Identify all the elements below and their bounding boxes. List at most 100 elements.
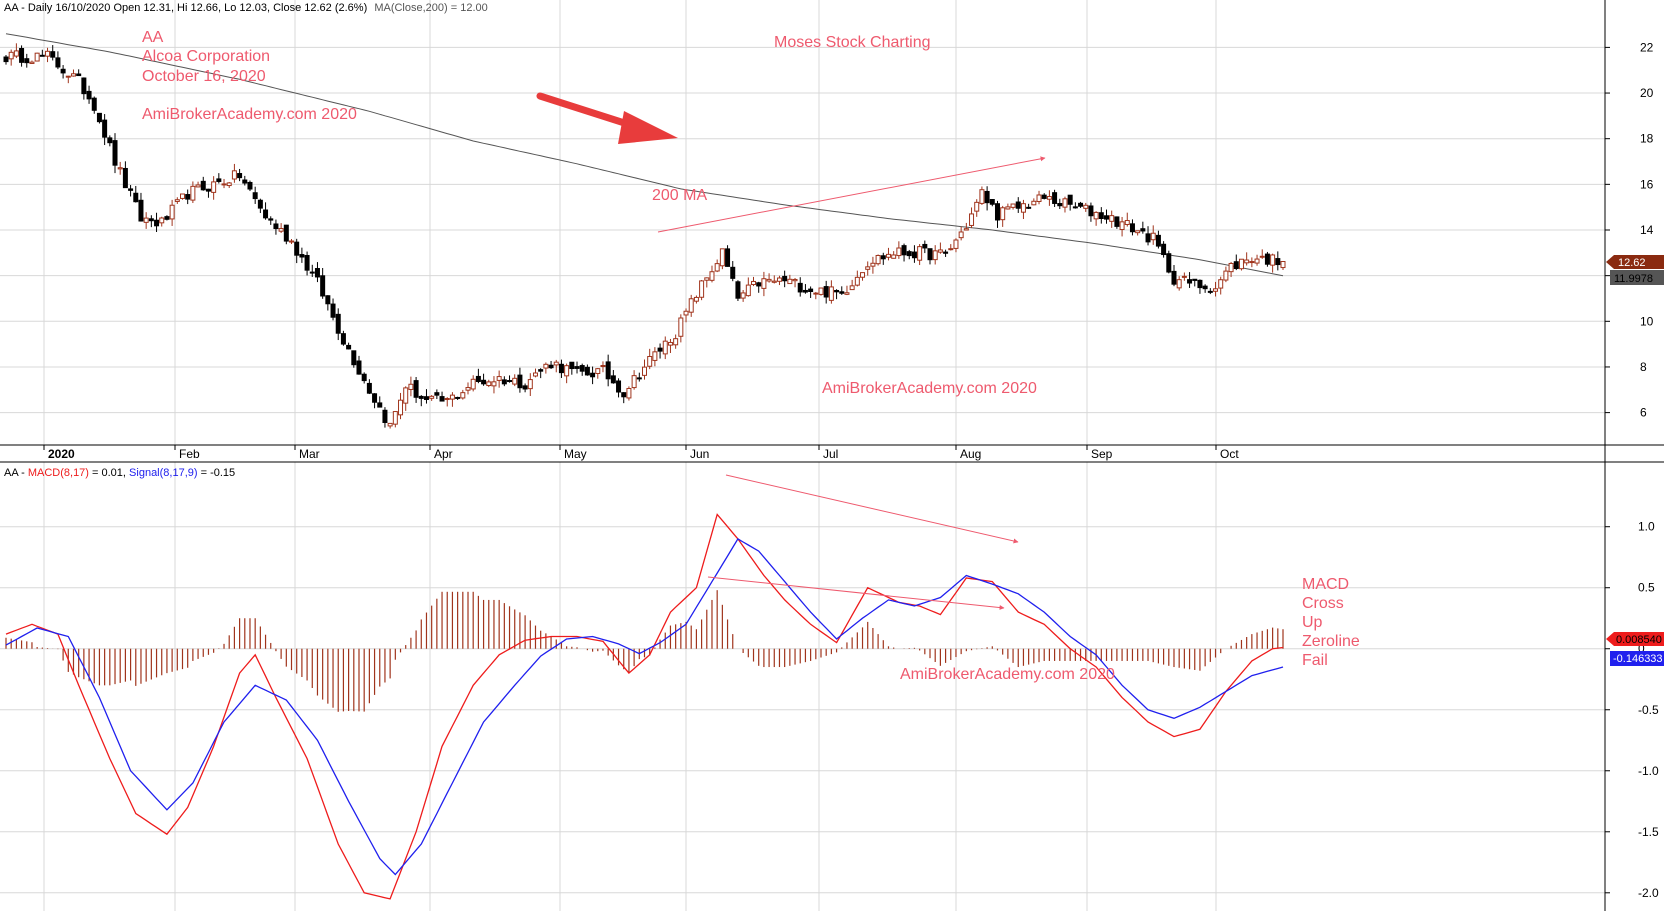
candle <box>314 262 320 283</box>
candle <box>719 248 725 270</box>
candle <box>1046 190 1052 206</box>
candle <box>1114 216 1120 229</box>
candle <box>268 216 274 225</box>
candle <box>24 53 30 68</box>
candle <box>1150 225 1156 245</box>
candle <box>652 347 658 367</box>
price-y-tick-label: 6 <box>1640 406 1647 420</box>
candle <box>979 186 985 205</box>
candle <box>216 173 222 184</box>
signal-line <box>5 538 1284 876</box>
candle <box>91 96 97 114</box>
svg-text:11.9978: 11.9978 <box>1614 273 1653 285</box>
candle <box>1176 276 1182 291</box>
candle <box>1098 207 1104 224</box>
candle <box>325 295 331 311</box>
candle <box>29 60 35 64</box>
candle <box>631 370 637 390</box>
candle <box>486 379 492 388</box>
candle <box>901 243 907 262</box>
candle <box>548 360 554 370</box>
candle <box>309 264 315 277</box>
candle <box>112 133 118 174</box>
macd-divergence-arrow-1 <box>725 474 1019 544</box>
candle <box>475 368 481 384</box>
candle <box>128 185 134 197</box>
candle <box>164 215 170 221</box>
ma-badge: 11.9978 <box>1610 270 1664 285</box>
price-divergence-arrow <box>657 156 1046 233</box>
candle <box>460 389 466 400</box>
candle <box>823 280 829 304</box>
candle <box>532 368 538 378</box>
candle <box>527 373 533 396</box>
candle <box>989 199 995 207</box>
candle <box>289 239 295 245</box>
candle <box>917 244 923 266</box>
candle <box>963 222 969 231</box>
candle <box>704 277 710 288</box>
candle <box>584 364 590 376</box>
candle <box>1135 230 1141 236</box>
candle <box>621 392 627 404</box>
candle <box>787 274 793 285</box>
candle <box>237 168 243 182</box>
candle <box>974 199 980 217</box>
candle <box>501 376 507 387</box>
candle <box>70 69 76 77</box>
candle <box>725 245 731 267</box>
candle <box>211 176 217 200</box>
price-header: AA - Daily 16/10/2020 Open 12.31, Hi 12.… <box>4 2 488 14</box>
candle <box>1145 226 1151 246</box>
candle <box>81 77 87 100</box>
candle <box>782 270 788 288</box>
candle <box>179 193 185 200</box>
candle <box>1036 190 1042 205</box>
macd-divergence-arrow-2 <box>707 576 1005 611</box>
candle <box>813 291 819 300</box>
candle <box>579 363 585 376</box>
price-y-tick-label: 18 <box>1640 132 1654 146</box>
candle <box>205 188 211 198</box>
candle <box>377 396 383 408</box>
candle <box>880 252 886 265</box>
candle <box>776 275 782 286</box>
candle <box>927 248 933 265</box>
candle <box>408 376 414 397</box>
candle <box>911 245 917 263</box>
candle <box>1244 252 1250 266</box>
candle <box>242 175 248 186</box>
macd-y-tick-label: -1.5 <box>1638 825 1659 839</box>
price-y-tick-label: 14 <box>1640 223 1654 237</box>
candle <box>673 334 679 349</box>
macd-y-tick-label: -1.0 <box>1638 764 1659 778</box>
candle <box>610 370 616 384</box>
candle <box>558 359 564 378</box>
candle <box>636 372 642 382</box>
candle <box>1192 278 1198 287</box>
macd-note-line-2: Cross <box>1302 595 1344 612</box>
candle <box>190 181 196 204</box>
svg-text:-0.146333: -0.146333 <box>1613 653 1663 665</box>
x-tick-label: Apr <box>434 447 453 461</box>
candle <box>1005 203 1011 210</box>
candle <box>647 348 653 370</box>
price-badge: 12.62 <box>1606 255 1664 269</box>
candle <box>1187 272 1193 288</box>
candle <box>45 47 51 63</box>
candle <box>626 386 632 401</box>
candle <box>107 135 113 147</box>
candle <box>1015 197 1021 213</box>
candle <box>449 392 455 407</box>
candle <box>797 277 803 297</box>
candle <box>96 112 102 124</box>
candle <box>735 280 741 301</box>
candle <box>1275 251 1281 271</box>
candle <box>439 391 445 402</box>
candle <box>491 376 497 394</box>
x-tick-label: 2020 <box>48 447 75 461</box>
svg-text:12.62: 12.62 <box>1618 257 1646 269</box>
x-tick-label: May <box>564 447 587 461</box>
macd-note-line-1: MACD <box>1302 576 1349 593</box>
candle <box>699 279 705 301</box>
